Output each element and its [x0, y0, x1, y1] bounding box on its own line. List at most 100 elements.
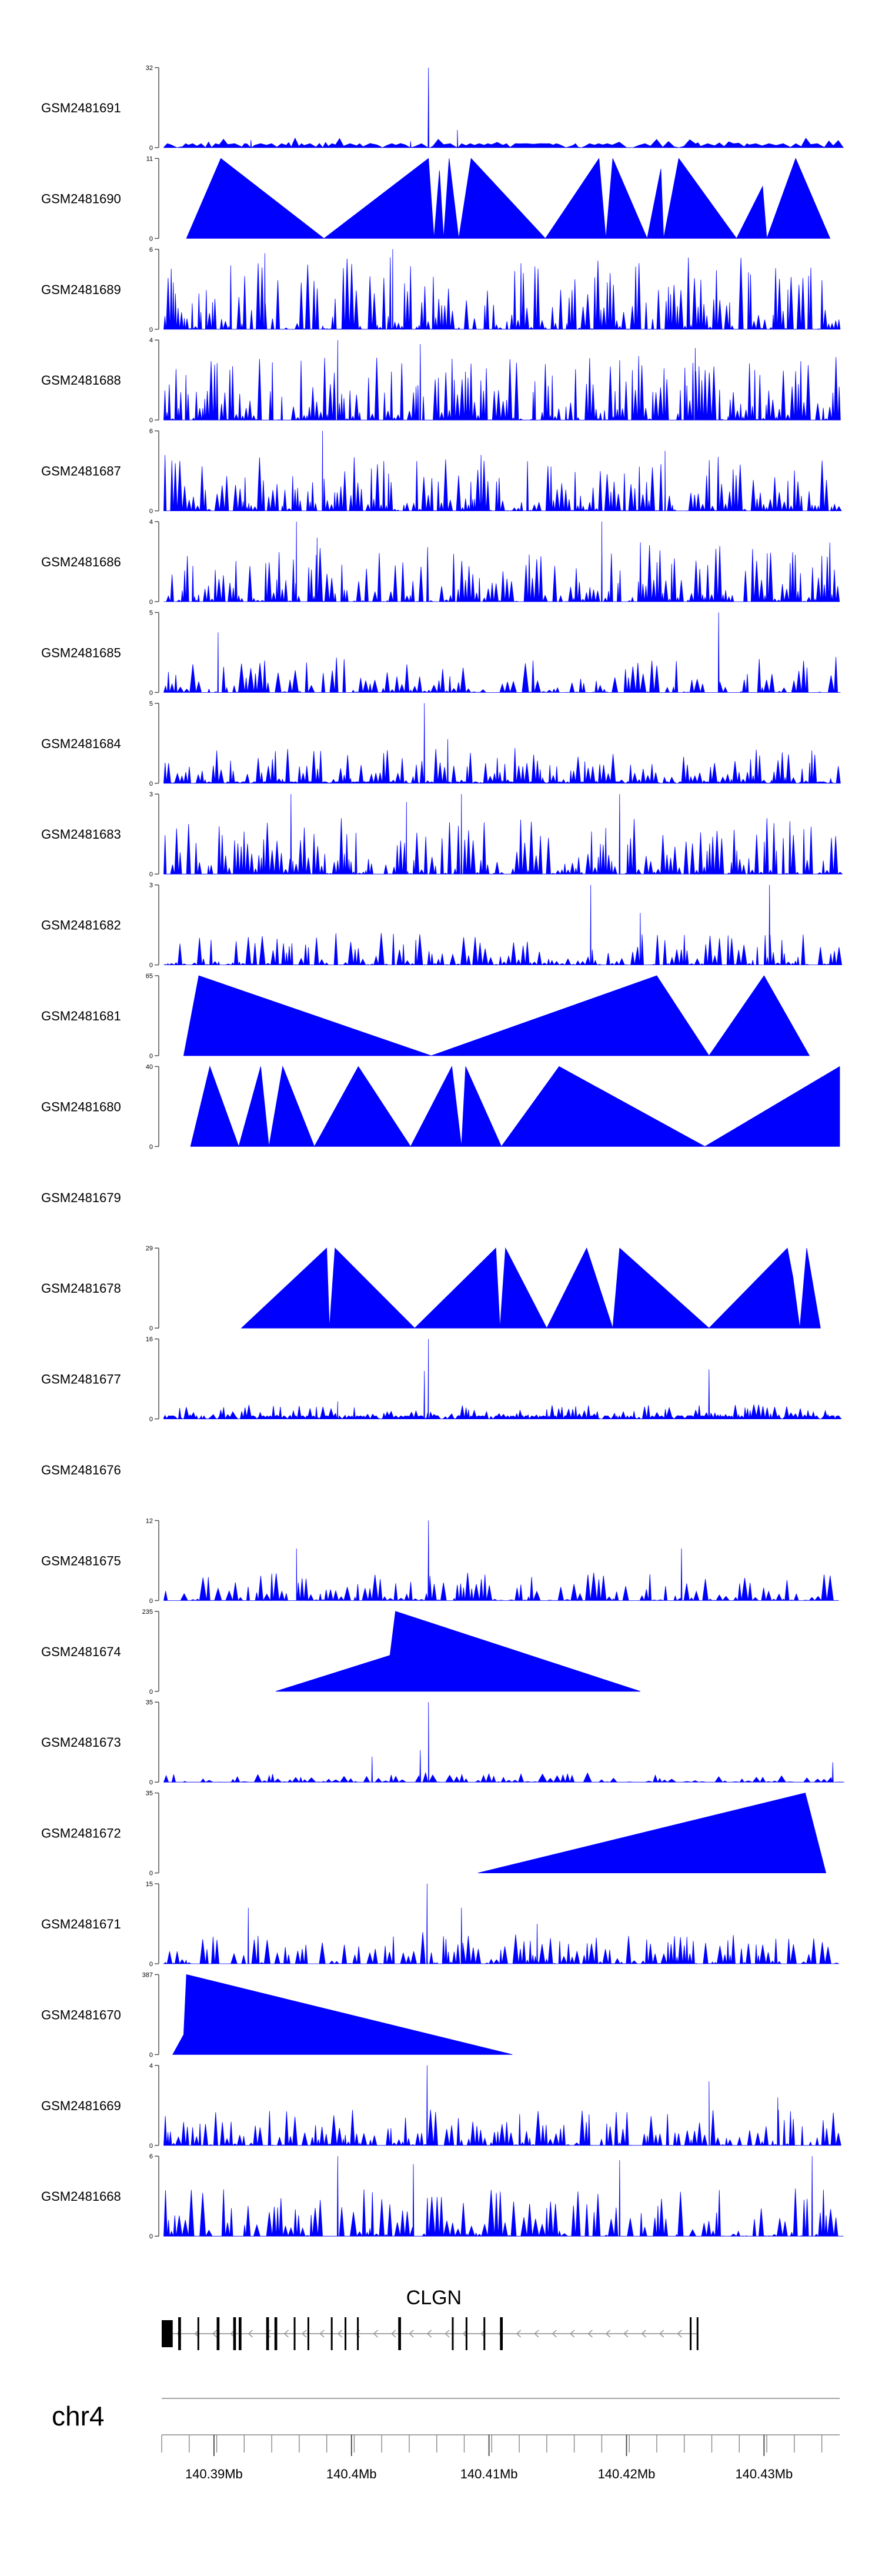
gene-exon — [452, 2317, 454, 2350]
strand-chevron — [516, 2330, 522, 2338]
x-tick-label: 140.4Mb — [326, 2467, 377, 2481]
gene-exon — [162, 2320, 173, 2347]
gene-exon — [483, 2317, 486, 2350]
track-GSM2481689: GSM2481689 6 0 — [41, 246, 841, 333]
y-tick-label: 0 — [149, 871, 153, 878]
y-tick-label: 0 — [149, 508, 153, 515]
track-label: GSM2481686 — [41, 555, 121, 569]
strand-chevron — [444, 2330, 450, 2338]
y-tick-label: 0 — [149, 417, 153, 424]
signal-area — [163, 67, 844, 148]
strand-chevron — [337, 2330, 343, 2338]
y-tick-label: 387 — [142, 1971, 153, 1978]
signal-area — [172, 1974, 513, 2055]
gene-exon — [266, 2317, 269, 2350]
strand-chevron — [301, 2330, 307, 2338]
track-GSM2481672: GSM2481672 35 0 — [41, 1790, 827, 1877]
strand-chevron — [587, 2330, 593, 2338]
signal-area — [163, 521, 840, 603]
x-tick-label: 140.43Mb — [735, 2467, 793, 2481]
x-tick-label: 140.39Mb — [185, 2467, 243, 2481]
track-GSM2481669: GSM2481669 4 0 — [41, 2063, 841, 2150]
track-label: GSM2481670 — [41, 2007, 121, 2022]
y-tick-label: 4 — [149, 519, 153, 526]
y-tick-label: 0 — [149, 2143, 153, 2150]
y-tick-label: 0 — [149, 1053, 153, 1060]
track-label: GSM2481684 — [41, 736, 121, 751]
track-label: GSM2481681 — [41, 1009, 121, 1023]
y-tick-label: 65 — [146, 973, 153, 980]
signal-area — [163, 612, 841, 693]
signal-area — [163, 2065, 841, 2147]
track-GSM2481690: GSM2481690 11 0 — [41, 155, 831, 242]
signal-area — [163, 794, 843, 875]
track-GSM2481674: GSM2481674 235 0 — [41, 1609, 641, 1696]
gene-exon — [345, 2317, 347, 2350]
track-label: GSM2481687 — [41, 464, 121, 479]
y-tick-label: 35 — [146, 1790, 153, 1797]
strand-chevron — [248, 2330, 253, 2338]
y-tick-label: 0 — [149, 1597, 153, 1604]
track-GSM2481682: GSM2481682 3 0 — [41, 882, 843, 969]
y-tick-label: 0 — [149, 1961, 153, 1968]
track-label: GSM2481685 — [41, 645, 121, 660]
signal-area — [163, 1520, 839, 1601]
y-tick-label: 40 — [146, 1063, 153, 1070]
strand-chevron — [319, 2330, 325, 2338]
y-tick-label: 5 — [149, 700, 153, 708]
track-label: GSM2481675 — [41, 1553, 121, 1568]
strand-chevron — [623, 2330, 629, 2338]
y-tick-label: 6 — [149, 428, 153, 435]
signal-area — [190, 1065, 840, 1147]
strand-chevron — [641, 2330, 647, 2338]
gene-exon — [293, 2317, 296, 2350]
track-GSM2481681: GSM2481681 65 0 — [41, 973, 810, 1060]
strand-chevron — [390, 2330, 396, 2338]
strand-chevron — [283, 2330, 289, 2338]
y-tick-label: 0 — [149, 2051, 153, 2058]
track-GSM2481668: GSM2481668 6 0 — [41, 2153, 844, 2240]
x-tick-label: 140.41Mb — [460, 2467, 518, 2481]
y-tick-label: 0 — [149, 235, 153, 242]
y-tick-label: 3 — [149, 791, 153, 798]
strand-chevron — [659, 2330, 664, 2338]
track-GSM2481688: GSM2481688 4 0 — [41, 337, 841, 424]
genome-axis: chr4 140.39Mb 140.4Mb 140.41Mb 140.42Mb 140.4… — [52, 2398, 840, 2481]
y-tick-label: 35 — [146, 1699, 153, 1706]
track-GSM2481677: GSM2481677 16 0 — [41, 1336, 842, 1423]
strand-chevron — [212, 2330, 218, 2338]
strand-chevron — [409, 2330, 414, 2338]
track-label: GSM2481674 — [41, 1644, 121, 1659]
track-GSM2481684: GSM2481684 5 0 — [41, 700, 841, 788]
gene-exon — [696, 2317, 699, 2350]
gene-exon — [398, 2317, 401, 2350]
y-tick-label: 11 — [146, 155, 153, 162]
track-GSM2481683: GSM2481683 3 0 — [41, 791, 843, 878]
gene-exon — [500, 2317, 503, 2350]
strand-chevron — [533, 2330, 539, 2338]
gene-track: CLGN — [162, 2287, 699, 2350]
track-GSM2481671: GSM2481671 15 0 — [41, 1881, 840, 1968]
gene-exon — [216, 2317, 220, 2350]
track-GSM2481676: GSM2481676 — [41, 1463, 121, 1477]
track-label: GSM2481678 — [41, 1281, 121, 1296]
y-tick-label: 235 — [142, 1609, 153, 1616]
y-tick-label: 0 — [149, 1689, 153, 1696]
y-tick-label: 0 — [149, 599, 153, 606]
strand-chevron — [605, 2330, 611, 2338]
gene-exon — [307, 2317, 309, 2350]
signal-area — [163, 249, 841, 331]
track-label: GSM2481690 — [41, 191, 121, 206]
track-label: GSM2481682 — [41, 918, 121, 933]
gene-exon — [197, 2317, 199, 2350]
x-tick-label: 140.42Mb — [598, 2467, 656, 2481]
signal-area — [163, 885, 843, 966]
y-tick-label: 0 — [149, 1779, 153, 1786]
track-GSM2481670: GSM2481670 387 0 — [41, 1971, 513, 2058]
signal-area — [186, 158, 831, 239]
y-tick-label: 0 — [149, 689, 153, 696]
track-label: GSM2481680 — [41, 1099, 121, 1114]
track-label: GSM2481671 — [41, 1917, 121, 1931]
track-label: GSM2481691 — [41, 101, 121, 115]
